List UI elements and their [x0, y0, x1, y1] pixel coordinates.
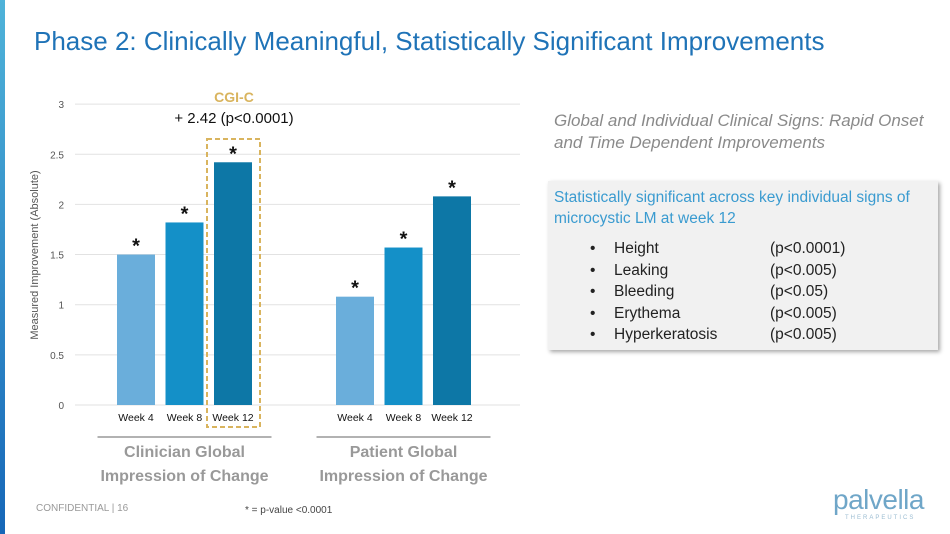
group-label: Impression of Change: [100, 468, 268, 485]
logo-subtitle: THERAPEUTICS: [845, 515, 916, 521]
bar-chart: 0 0.5 1 1.5 2 2.5 3 Measured Improvement (Absol…: [29, 89, 520, 485]
significance-marker: *: [448, 177, 456, 199]
sign-name: Hyperkeratosis: [614, 326, 718, 343]
sign-name: Leaking: [614, 261, 669, 279]
sign-p-value: (p<0.005): [770, 326, 837, 343]
y-tick-label: 1.5: [50, 251, 64, 262]
sign-item: • Height (p<0.0001): [590, 240, 845, 262]
bar: [433, 196, 471, 405]
bar: [336, 296, 374, 405]
sign-p-value: (p<0.005): [770, 304, 837, 322]
signs-list: • Height (p<0.0001) • Leaking (p<0.005) • Bleed…: [590, 240, 845, 348]
y-tick-label: 3: [58, 100, 64, 111]
highlight-box: [206, 138, 261, 428]
sign-p-value: (p<0.0001): [770, 240, 846, 257]
bullet: •: [590, 304, 596, 322]
y-tick-label: 2.5: [50, 150, 64, 161]
bar: [384, 247, 423, 405]
bullet: •: [590, 283, 596, 300]
sign-item: • Leaking (p<0.005): [590, 262, 845, 284]
sign-name: Erythema: [614, 304, 681, 322]
signs-heading: Statistically significant across key ind…: [554, 189, 910, 227]
group-label: Impression of Change: [319, 468, 487, 485]
significance-marker: *: [132, 236, 140, 258]
bar: [214, 162, 252, 405]
bar: [117, 254, 155, 405]
sign-item: • Bleeding (p<0.05): [590, 283, 845, 305]
logo: palvella: [833, 484, 924, 515]
accent-edge: [0, 0, 5, 534]
sign-item: • Hyperkeratosis (p<0.005): [590, 326, 845, 348]
significance-marker: *: [181, 203, 189, 225]
x-tick-label: Week 8: [386, 412, 422, 424]
annotation-text: + 2.42 (p<0.0001): [174, 110, 293, 127]
signs-box: Statistically significant across key ind…: [548, 181, 938, 350]
x-tick-label: Week 4: [118, 412, 154, 424]
sign-name: Height: [614, 240, 659, 257]
significance-marker: *: [229, 143, 237, 165]
bar: [165, 222, 204, 405]
confidential-label: CONFIDENTIAL | 16: [36, 503, 129, 514]
sign-name: Bleeding: [614, 283, 675, 300]
y-tick-label: 1: [58, 301, 64, 312]
footnote: * = p-value <0.0001: [245, 505, 333, 516]
page-title: Phase 2: Clinically Meaningful, Statisti…: [34, 26, 825, 56]
bullet: •: [590, 240, 596, 257]
y-tick-label: 0: [58, 401, 64, 412]
sign-p-value: (p<0.005): [770, 261, 837, 279]
y-tick-label: 2: [58, 200, 64, 211]
group-label: Clinician Global: [124, 444, 245, 461]
x-tick-label: Week 8: [167, 412, 203, 424]
subtitle: Global and Individual Clinical Signs: Ra…: [554, 111, 924, 152]
sign-item: • Erythema (p<0.005): [590, 305, 845, 327]
x-tick-label: Week 12: [431, 412, 472, 424]
group-label: Patient Global: [350, 444, 458, 461]
sign-p-value: (p<0.05): [770, 283, 829, 300]
bullet: •: [590, 261, 596, 279]
y-axis-label: Measured Improvement (Absolute): [29, 170, 41, 339]
x-tick-label: Week 12: [212, 412, 253, 424]
significance-marker: *: [351, 278, 359, 300]
annotation-label: CGI-C: [214, 89, 254, 105]
x-tick-label: Week 4: [337, 412, 373, 424]
bullet: •: [590, 326, 596, 343]
y-tick-label: 0.5: [50, 351, 64, 362]
significance-marker: *: [400, 229, 408, 251]
